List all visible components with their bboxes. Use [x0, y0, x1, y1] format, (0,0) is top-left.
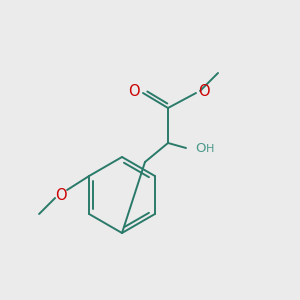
Text: H: H — [206, 144, 214, 154]
Text: O: O — [55, 188, 67, 202]
Text: O: O — [196, 142, 206, 154]
Text: O: O — [128, 83, 140, 98]
Text: O: O — [198, 85, 210, 100]
